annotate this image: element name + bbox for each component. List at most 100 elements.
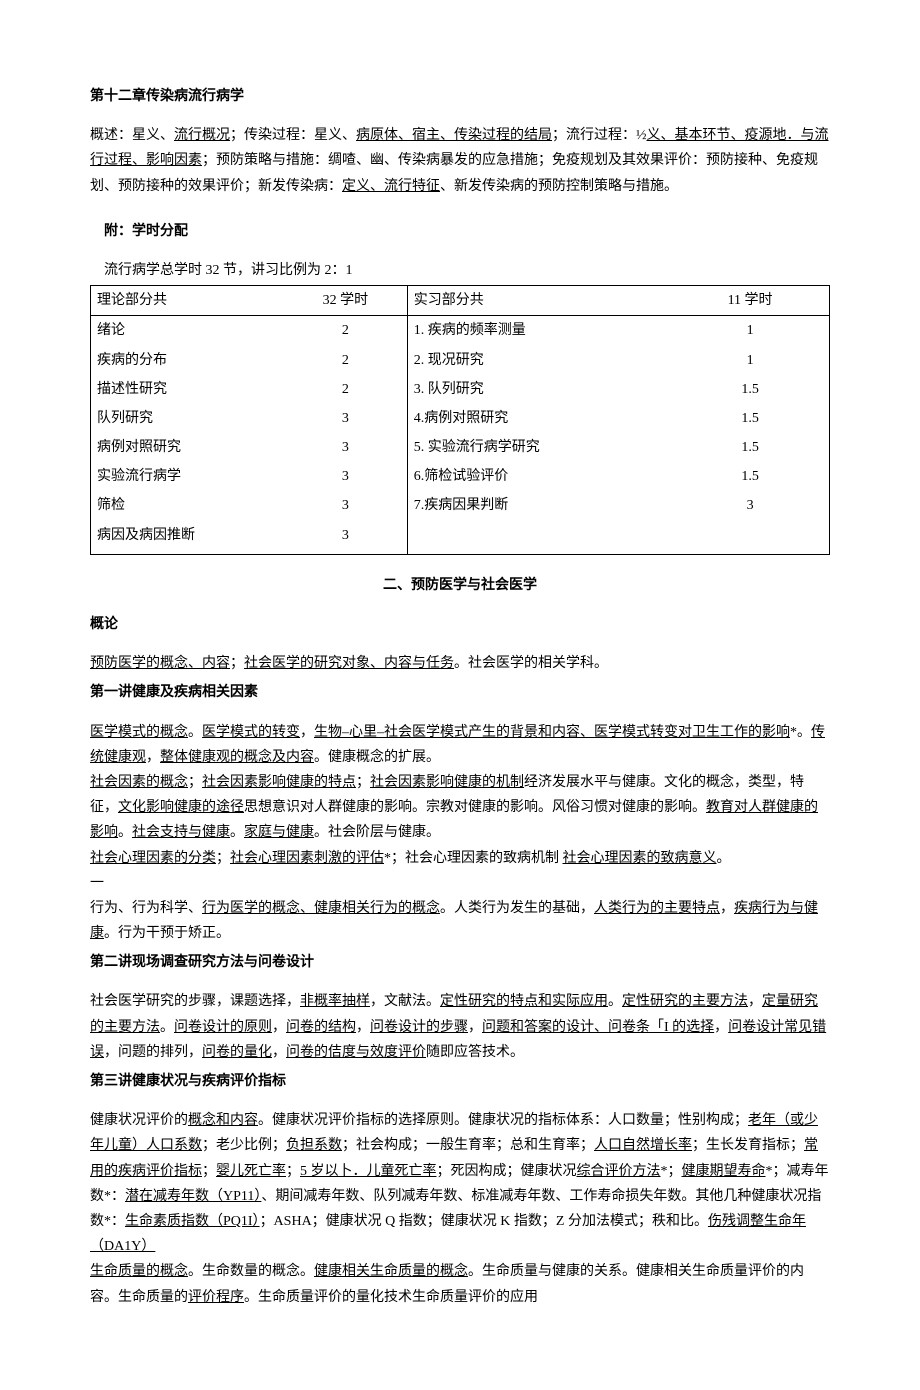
td: 疾病的分布 bbox=[91, 346, 285, 375]
td bbox=[91, 550, 285, 555]
u: 非概率抽样 bbox=[300, 994, 370, 1009]
td: 3 bbox=[284, 433, 407, 462]
u: 社会因素的概念 bbox=[90, 775, 188, 790]
t: ， bbox=[720, 901, 734, 916]
u: 文化影响健康的途径 bbox=[118, 800, 244, 815]
u: 评价程序 bbox=[188, 1290, 244, 1305]
t: ，问题的排列， bbox=[104, 1045, 202, 1060]
t: 。 bbox=[608, 994, 622, 1009]
t: 。社会阶层与健康。 bbox=[314, 825, 440, 840]
u: 定性研究的特点和实际应用 bbox=[440, 994, 608, 1009]
t: 。社会医学的相关学科。 bbox=[454, 656, 608, 671]
t: ； bbox=[356, 775, 370, 790]
ch12-title: 第十二章传染病流行病学 bbox=[90, 84, 830, 109]
t: ， bbox=[748, 994, 762, 1009]
u: 5 岁以卜．儿童死亡率 bbox=[300, 1164, 437, 1179]
t: 概述：星义、 bbox=[90, 128, 174, 143]
t: *；社会心理因素的致病机制 bbox=[384, 851, 563, 866]
u: 社会心理因素的分类 bbox=[90, 851, 216, 866]
u: 综合评价方法 bbox=[577, 1164, 661, 1179]
td: 1.5 bbox=[671, 404, 829, 433]
td: 病例对照研究 bbox=[91, 433, 285, 462]
td: 筛检 bbox=[91, 491, 285, 520]
t: *； bbox=[661, 1164, 682, 1179]
t: 思想意识对人群健康的影响。宗教对健康的影响。风俗习惯对健康的影响。 bbox=[244, 800, 706, 815]
lecture3-title: 第三讲健康状况与疾病评价指标 bbox=[90, 1069, 830, 1094]
attach-title: 附：学时分配 bbox=[90, 219, 830, 244]
td: 3. 队列研究 bbox=[407, 375, 671, 404]
td: 1 bbox=[671, 316, 829, 346]
t: 、新发传染病的预防控制策略与措施。 bbox=[440, 179, 678, 194]
t: ； bbox=[286, 1164, 300, 1179]
t: 。人类行为发生的基础， bbox=[440, 901, 594, 916]
u: 人类行为的主要特点 bbox=[594, 901, 720, 916]
td bbox=[407, 521, 671, 550]
td bbox=[284, 550, 407, 555]
t: 。 bbox=[118, 825, 132, 840]
u: 社会因素影响健康的机制 bbox=[370, 775, 524, 790]
t: 。 bbox=[188, 725, 202, 740]
t: ；死因构成；健康状况 bbox=[437, 1164, 577, 1179]
lecture1-p1: 医学模式的概念。医学模式的转变，生物–心里–社会医学模式产生的背景和内容、医学模… bbox=[90, 720, 830, 770]
lecture1-title: 第一讲健康及疾病相关因素 bbox=[90, 680, 830, 705]
t: 。 bbox=[160, 1020, 174, 1035]
t: ；流行过程：½ bbox=[552, 128, 647, 143]
lecture2-title: 第二讲现场调查研究方法与问卷设计 bbox=[90, 950, 830, 975]
t: 。 bbox=[717, 851, 731, 866]
t: ， bbox=[146, 750, 160, 765]
td: 2 bbox=[284, 346, 407, 375]
t: ， bbox=[300, 725, 314, 740]
u: 社会心理因素刺激的评估 bbox=[230, 851, 384, 866]
lecture1-p2: 社会因素的概念；社会因素影响健康的特点；社会因素影响健康的机制经济发展水平与健康… bbox=[90, 770, 830, 846]
td bbox=[407, 550, 671, 555]
t: 行为、行为科学、 bbox=[90, 901, 202, 916]
t: ；老少比例； bbox=[202, 1138, 286, 1153]
u: 生命素质指数（PQ1I） bbox=[125, 1214, 260, 1229]
t: 。生命质量评价的量化技术生命质量评价的应用 bbox=[244, 1290, 538, 1305]
t: ， bbox=[468, 1020, 482, 1035]
th: 11 学时 bbox=[671, 286, 829, 316]
td: 1 bbox=[671, 346, 829, 375]
td: 3 bbox=[284, 404, 407, 433]
th: 32 学时 bbox=[284, 286, 407, 316]
t: ； bbox=[230, 656, 244, 671]
u: 病原体、宿主、传染过程的结局 bbox=[356, 128, 552, 143]
t: ， bbox=[272, 1045, 286, 1060]
table-row: 绪论 2 1. 疾病的频率测量 1 bbox=[91, 316, 830, 346]
td: 病因及病因推断 bbox=[91, 521, 285, 550]
u: 人口自然增长率 bbox=[594, 1138, 692, 1153]
t: 健康状况评价的 bbox=[90, 1113, 188, 1128]
u: 问题和答案的设计、问卷条「I 的选择 bbox=[482, 1020, 714, 1035]
td: 描述性研究 bbox=[91, 375, 285, 404]
attach-subtitle: 流行病学总学时 32 节，讲习比例为 2：1 bbox=[90, 258, 830, 283]
t: ， bbox=[356, 1020, 370, 1035]
td: 6.筛检试验评价 bbox=[407, 462, 671, 491]
section2-heading: 二、预防医学与社会医学 bbox=[90, 573, 830, 598]
u: 婴儿死亡率 bbox=[216, 1164, 286, 1179]
u: 定义、流行特征 bbox=[342, 179, 440, 194]
t: ， bbox=[272, 1020, 286, 1035]
table-row: 病因及病因推断 3 bbox=[91, 521, 830, 550]
u: 社会心理因素的致病意义 bbox=[563, 851, 717, 866]
u: 健康相关生命质量的概念 bbox=[314, 1264, 468, 1279]
td: 2. 现况研究 bbox=[407, 346, 671, 375]
td: 3 bbox=[671, 491, 829, 520]
u: 问卷设计的原则 bbox=[174, 1020, 272, 1035]
u: 社会支持与健康 bbox=[132, 825, 230, 840]
t: 。生命数量的概念。 bbox=[188, 1264, 314, 1279]
th: 理论部分共 bbox=[91, 286, 285, 316]
u: 负担系数 bbox=[286, 1138, 342, 1153]
u: 医学模式的转变 bbox=[202, 725, 300, 740]
u: 概念和内容 bbox=[188, 1113, 258, 1128]
u: 流行概况 bbox=[174, 128, 230, 143]
u: 问卷的佶度与效度评价 bbox=[286, 1045, 426, 1060]
td: 5. 实验流行病学研究 bbox=[407, 433, 671, 462]
u: 家庭与健康 bbox=[244, 825, 314, 840]
u: 健康期望寿命 bbox=[682, 1164, 766, 1179]
gailun-title: 概论 bbox=[90, 612, 830, 637]
table-row: 描述性研究 2 3. 队列研究 1.5 bbox=[91, 375, 830, 404]
table-row: 筛检 3 7.疾病因果判断 3 bbox=[91, 491, 830, 520]
u: 生命质量的概念 bbox=[90, 1264, 188, 1279]
th: 实习部分共 bbox=[407, 286, 671, 316]
lecture1-dash: 一 bbox=[90, 871, 830, 896]
